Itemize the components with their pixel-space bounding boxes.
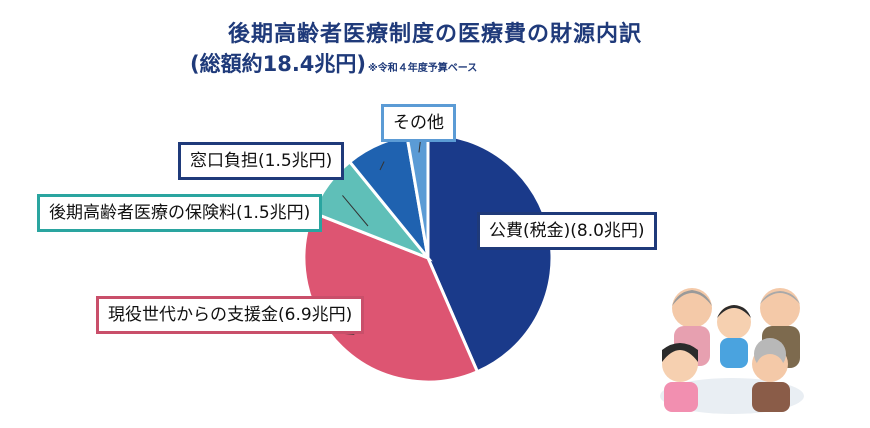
slice-label-copayment: 窓口負担(1.5兆円) (178, 142, 345, 180)
leader-line-copayment (379, 161, 385, 171)
slice-label-other: その他 (381, 104, 456, 142)
leader-line-insurance-premiums (342, 195, 369, 227)
pie-slice-working-generation-support (302, 210, 480, 384)
slice-label-insurance-premiums: 後期高齢者医療の保険料(1.5兆円) (37, 194, 323, 232)
slice-label-public-funds: 公費(税金)(8.0兆円) (477, 212, 657, 250)
budget-note: ※令和４年度予算ベース (368, 63, 478, 74)
total-amount: (総額約18.4兆円) (190, 52, 367, 76)
slice-label-working-generation-support: 現役世代からの支援金(6.9兆円) (96, 296, 365, 334)
chart-title: 後期高齢者医療制度の医療費の財源内訳 (227, 22, 642, 47)
elderly-and-children-group-illustration (660, 288, 804, 414)
chart-subtitle: (総額約18.4兆円) ※令和４年度予算ベース (190, 48, 477, 78)
